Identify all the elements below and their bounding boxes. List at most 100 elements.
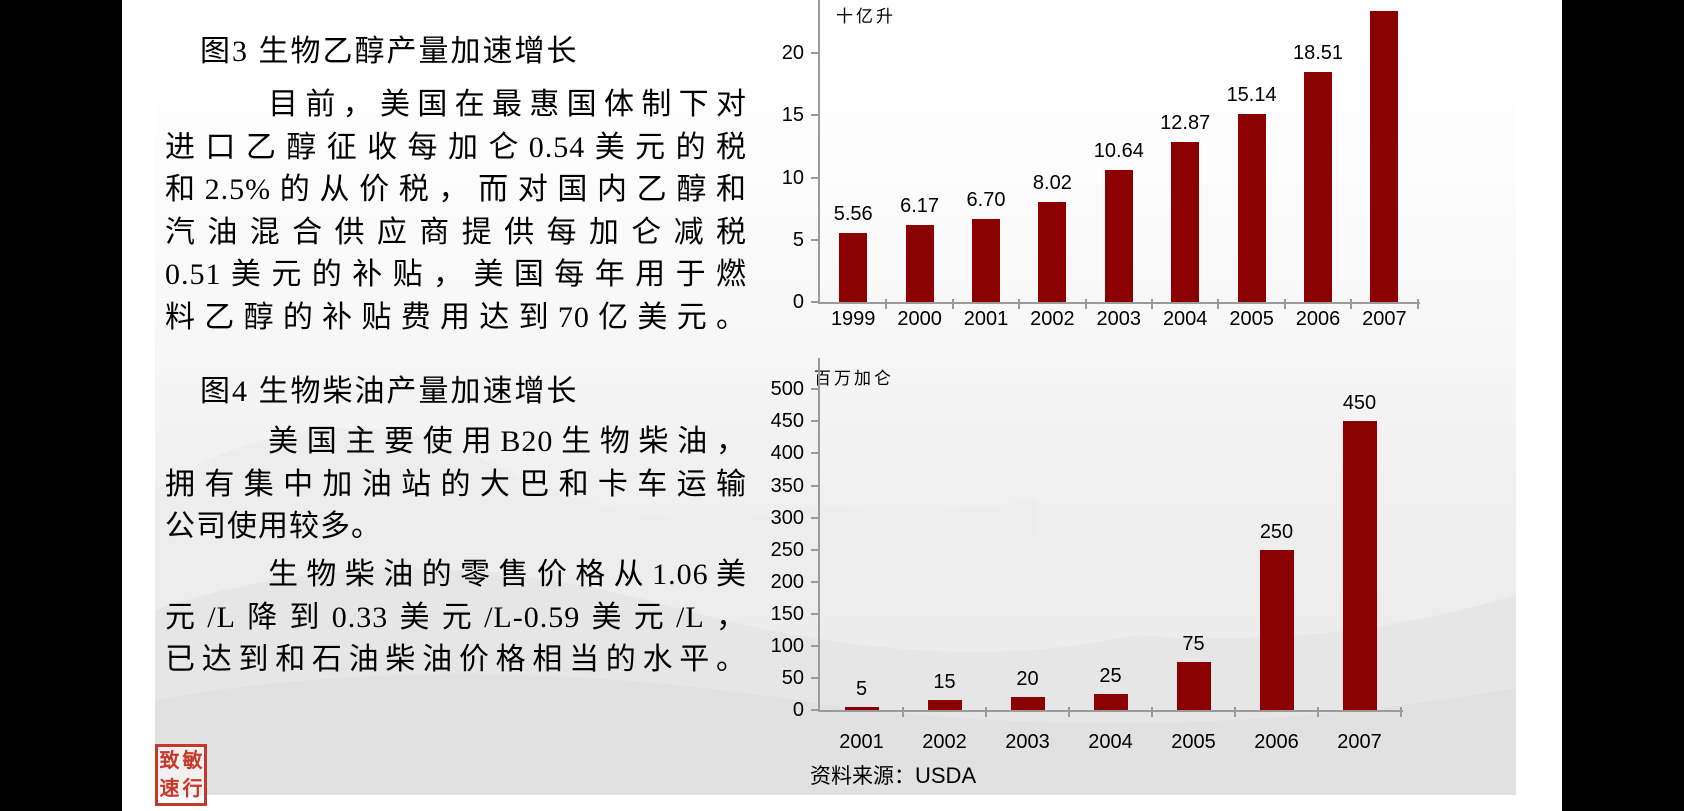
bar-2004 [1171, 141, 1200, 302]
x-category-label-2007: 2007 [1362, 308, 1407, 330]
bar-2005 [1237, 113, 1266, 302]
y-tick-label: 100 [770, 634, 804, 657]
bar-2006 [1304, 71, 1332, 302]
fig3-paragraph: 目前，美国在最惠国体制下对 进口乙醇征收每加仑0.54美元的税 和2.5%的从价税，… [165, 84, 747, 339]
fig4-paragraph-1: 美国主要使用B20生物柴油， 拥有集中加油站的大巴和卡车运输 公司使用较多。 [165, 421, 747, 549]
seal-char: 致 [159, 750, 180, 772]
x-tick-mark [1416, 299, 1419, 309]
x-tick-mark [902, 707, 904, 717]
bar-2001 [844, 706, 879, 710]
y-tick-mark [811, 388, 818, 391]
bar-value-label-2003: 10.64 [1093, 139, 1144, 162]
x-tick-mark [1151, 707, 1153, 717]
seal-char: 速 [159, 778, 180, 800]
x-category-label-2004: 2004 [1162, 308, 1208, 330]
x-tick-mark [1400, 707, 1402, 717]
x-category-label-2002: 2002 [1030, 308, 1075, 330]
y-tick-mark [811, 176, 818, 179]
bar-2004 [1093, 693, 1128, 710]
text-line: 美国主要使用B20生物柴油， [268, 425, 747, 458]
y-tick-mark [811, 420, 818, 423]
y-tick-label: 20 [781, 42, 804, 64]
x-tick-mark [1068, 707, 1070, 717]
text-line: 已达到和石油柴油价格相当的水平。 [165, 643, 747, 676]
bar-2007 [1370, 10, 1399, 302]
bar-value-label-2001: 5 [855, 677, 868, 700]
y-tick-mark [811, 301, 818, 303]
text-line: 拥有集中加油站的大巴和卡车运输 [165, 467, 747, 501]
y-tick-label: 50 [781, 666, 804, 689]
x-tick-mark [885, 299, 888, 309]
y-tick-mark [811, 548, 818, 551]
y-tick-mark [811, 580, 818, 583]
x-category-label-2003: 2003 [1005, 731, 1050, 753]
text-line: 元/L降到0.33美元/L-0.59美元/L， [165, 600, 747, 634]
y-axis-unit-label: 百万加仑 [814, 369, 894, 388]
x-tick-mark [951, 299, 954, 309]
y-tick-mark [811, 644, 818, 647]
x-tick-mark [1018, 299, 1021, 309]
y-axis [818, 0, 820, 304]
text-line: 公司使用较多。 [165, 510, 382, 543]
bar-2003 [1104, 169, 1133, 302]
bar-value-label-2005: 75 [1182, 632, 1205, 655]
bar-value-label-2001: 6.70 [966, 188, 1006, 211]
bar-2003 [1010, 697, 1045, 710]
fig3-title: 图3 生物乙醇产量加速增长 [200, 35, 579, 68]
bar-value-label-2004: 25 [1099, 664, 1122, 687]
x-category-label-1999: 1999 [830, 308, 876, 330]
y-tick-mark [811, 676, 818, 679]
y-axis [818, 358, 820, 712]
text-line: 目前，美国在最惠国体制下对 [268, 88, 747, 121]
bar-value-label-2005: 15.14 [1226, 83, 1277, 106]
bar-2000 [905, 225, 934, 302]
seal-char: 行 [182, 778, 203, 800]
bar-value-label-2002: 15 [933, 671, 956, 694]
y-tick-label: 10 [781, 166, 804, 189]
x-tick-mark [1317, 707, 1319, 717]
bar-value-label-2006: 250 [1259, 520, 1294, 543]
y-tick-label: 5 [792, 228, 804, 251]
x-category-label-2001: 2001 [963, 308, 1009, 330]
y-tick-label: 300 [770, 506, 804, 529]
bar-2002 [927, 700, 962, 710]
bar-2007 [1342, 421, 1377, 710]
x-category-label-2004: 2004 [1088, 731, 1133, 753]
x-axis [818, 302, 1420, 304]
y-tick-mark [811, 238, 818, 241]
x-category-label-2001: 2001 [839, 731, 884, 753]
fig4-title: 图4 生物柴油产量加速增长 [200, 375, 579, 408]
x-tick-mark [1350, 299, 1353, 309]
y-tick-mark [811, 484, 818, 487]
red-seal-stamp: 致敏速行 [155, 744, 207, 806]
x-category-label-2000: 2000 [897, 308, 942, 330]
text-line: 生物柴油的零售价格从1.06美 [268, 558, 747, 591]
x-axis [818, 710, 1403, 712]
bar-2001 [972, 218, 1000, 302]
x-category-label-2005: 2005 [1171, 731, 1216, 753]
y-tick-label: 0 [792, 699, 804, 721]
bar-value-label-2004: 12.87 [1160, 111, 1211, 134]
y-tick-label: 150 [770, 602, 804, 625]
source-value: USDA [915, 763, 977, 788]
y-tick-mark [811, 52, 818, 54]
bar-value-label-2007: 450 [1342, 392, 1377, 415]
y-tick-label: 15 [781, 104, 804, 127]
x-category-label-2003: 2003 [1096, 308, 1142, 330]
x-category-label-2002: 2002 [922, 731, 967, 753]
bar-value-label-2003: 20 [1016, 668, 1039, 691]
y-axis-unit-label: 十亿升 [836, 7, 896, 26]
y-tick-label: 500 [770, 378, 804, 401]
text-line: 和2.5%的从价税，而对国内乙醇和 [165, 173, 747, 206]
x-category-label-2006: 2006 [1295, 308, 1341, 330]
bar-value-label-1999: 5.56 [833, 202, 873, 225]
y-tick-label: 400 [770, 442, 804, 465]
bar-value-label-2000: 6.17 [900, 195, 940, 218]
source-label: 资料来源： [810, 764, 915, 788]
x-tick-mark [1084, 299, 1087, 309]
seal-char: 敏 [182, 750, 203, 772]
text-line: 0.51美元的补贴，美国每年用于燃 [165, 258, 747, 291]
y-tick-label: 450 [770, 410, 804, 433]
y-tick-label: 200 [770, 570, 804, 593]
